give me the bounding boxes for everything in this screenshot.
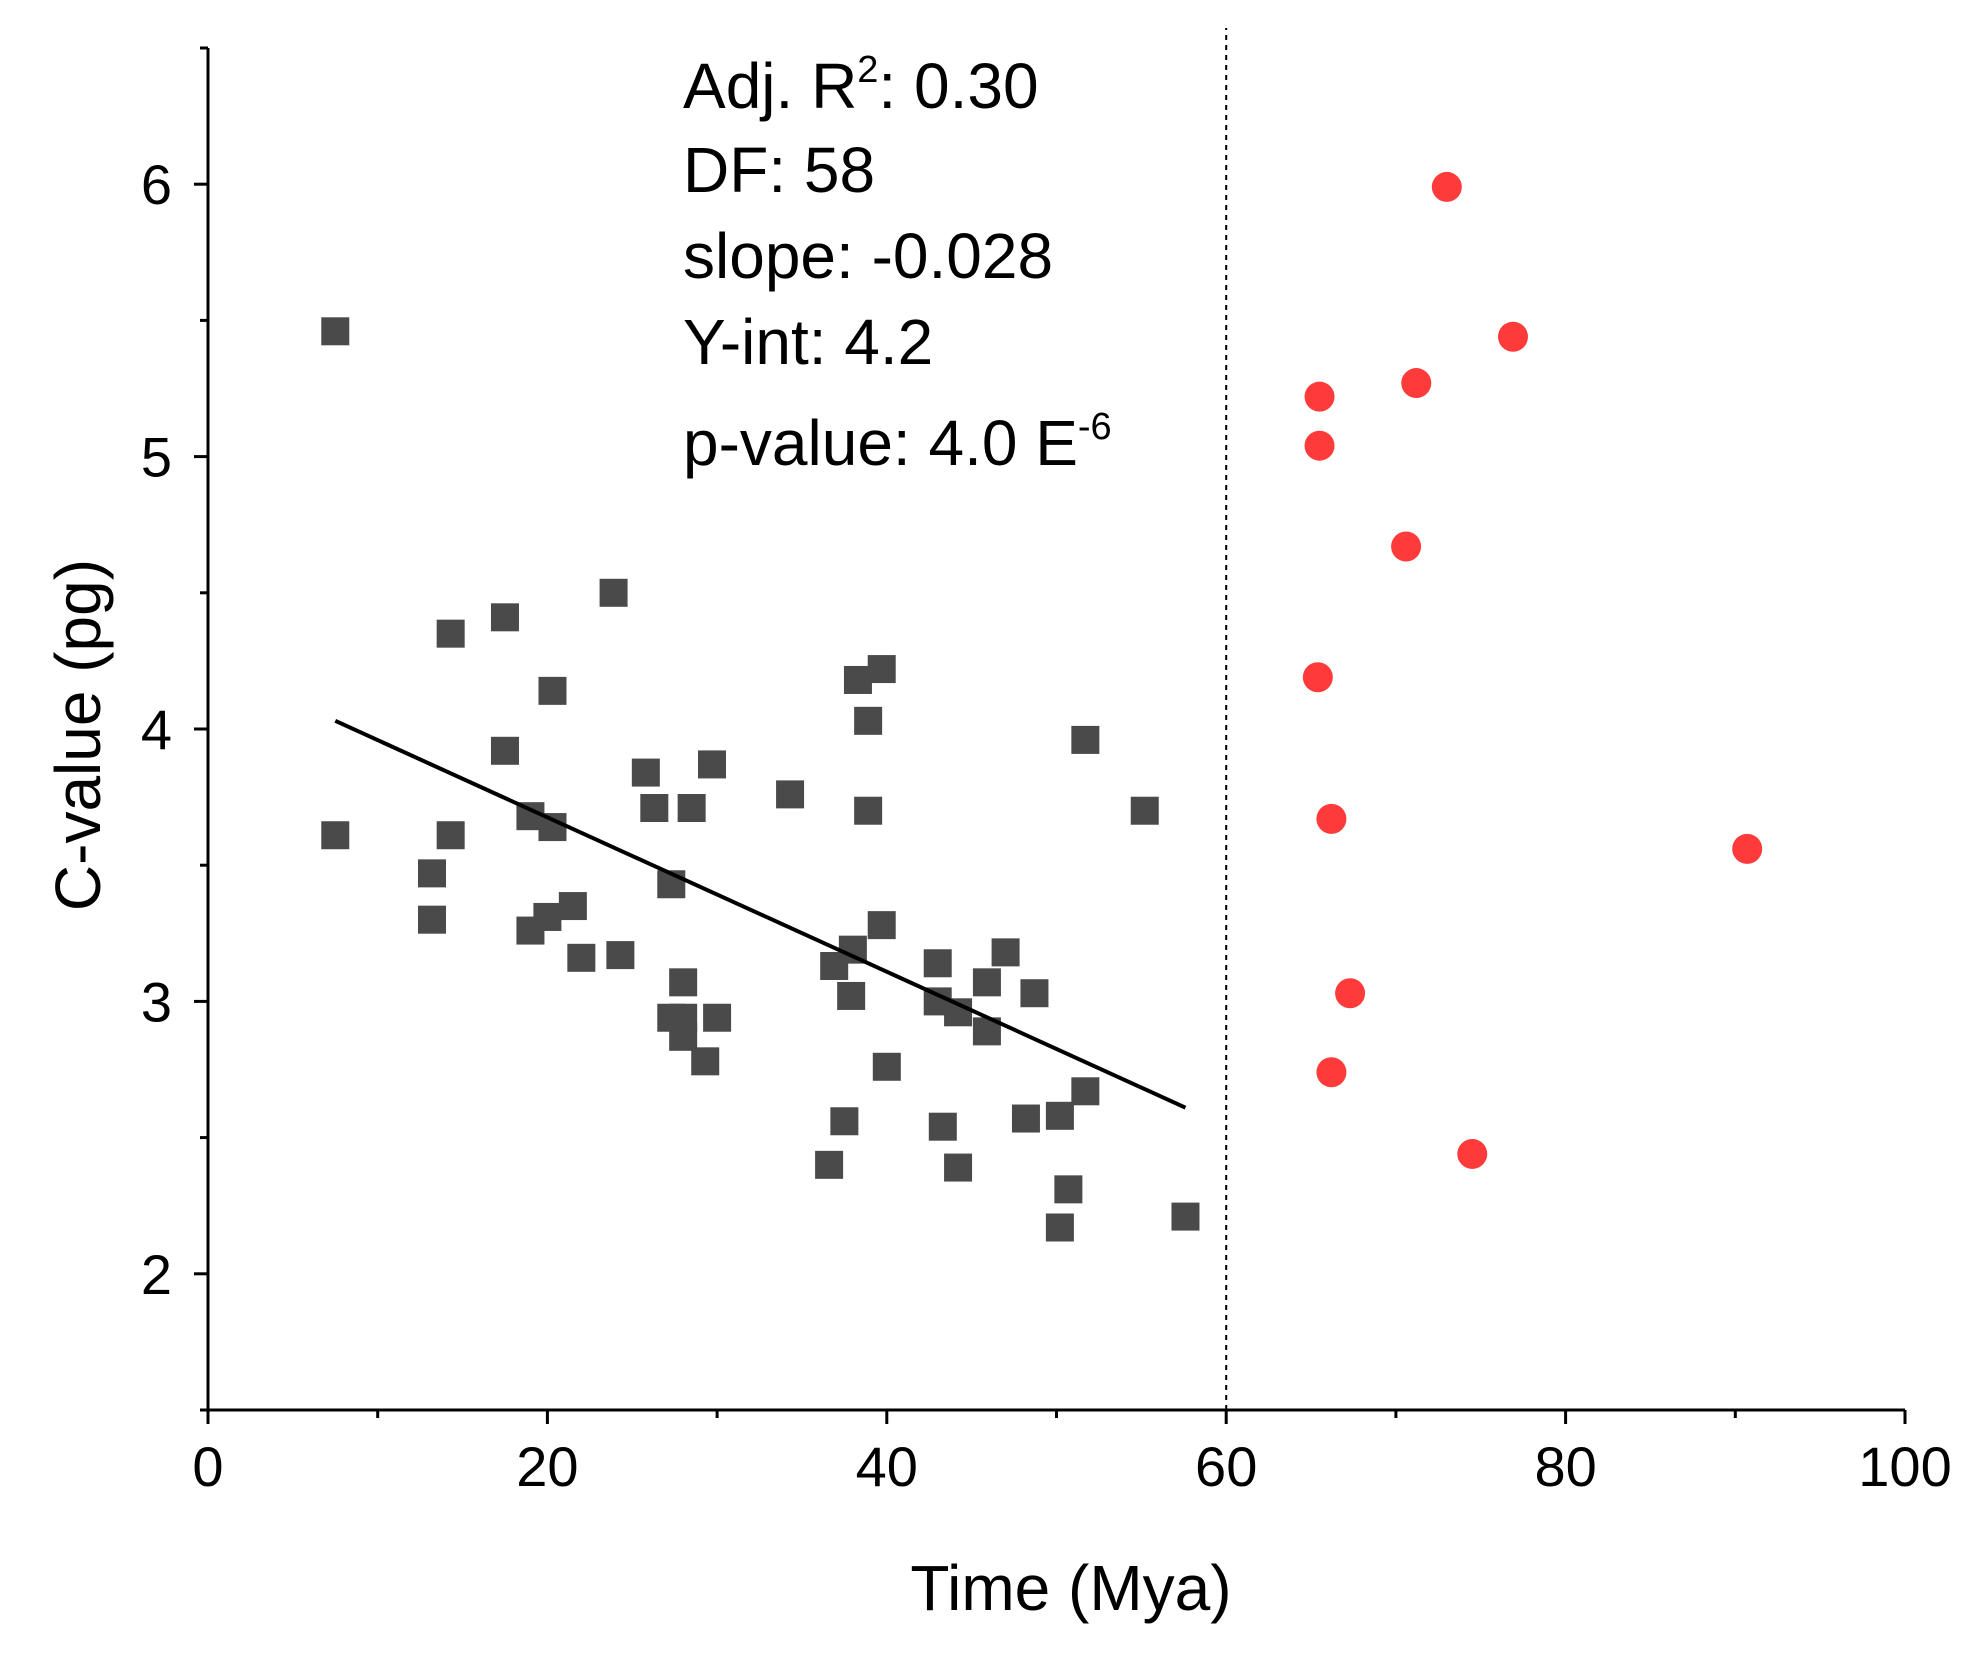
- data-point-square: [436, 821, 465, 850]
- data-point-square: [830, 1107, 859, 1136]
- data-point-square: [972, 968, 1001, 997]
- data-point-square: [1171, 1202, 1200, 1231]
- data-point-square: [321, 821, 350, 850]
- data-point-circle: [1732, 833, 1763, 864]
- data-point-square: [669, 1022, 698, 1051]
- y-tick-label: 2: [141, 1243, 172, 1306]
- data-point-circle: [1457, 1138, 1488, 1169]
- data-point-square: [1045, 1213, 1074, 1242]
- y-tick-label: 4: [141, 698, 172, 761]
- data-point-square: [867, 655, 896, 684]
- data-point-square: [991, 938, 1020, 967]
- y-tick-label: 5: [141, 426, 172, 489]
- data-point-circle: [1391, 531, 1422, 562]
- data-point-square: [691, 1047, 720, 1076]
- data-point-square: [1071, 725, 1100, 754]
- y-int-text: Y-int: 4.2: [683, 306, 933, 378]
- data-point-square: [599, 578, 628, 607]
- data-point-square: [418, 905, 447, 934]
- fit-line: [334, 719, 1187, 1110]
- data-point-square: [703, 1003, 732, 1032]
- x-tick-label: 0: [192, 1435, 223, 1498]
- x-tick-label: 40: [856, 1435, 918, 1498]
- fit-line-layer: [334, 719, 1187, 1110]
- stats-annotation: Adj. R2: 0.30 DF: 58 slope: -0.028 Y-int…: [683, 49, 1112, 479]
- data-point-square: [490, 603, 519, 632]
- data-point-square: [854, 706, 883, 735]
- data-point-square: [1011, 1104, 1040, 1133]
- p-value-text: p-value: 4.0 E-6: [683, 406, 1112, 479]
- data-point-square: [558, 892, 587, 921]
- points-layer: [321, 171, 1763, 1242]
- data-point-square: [669, 968, 698, 997]
- data-point-square: [321, 317, 350, 346]
- data-point-square: [843, 665, 872, 694]
- data-point-square: [837, 981, 866, 1010]
- data-point-circle: [1316, 1057, 1347, 1088]
- y-tick-label: 3: [141, 970, 172, 1033]
- data-point-square: [677, 793, 706, 822]
- axes: 0 20 40 60 80 100 2 3 4 5 6: [141, 46, 1952, 1498]
- x-tick-label: 60: [1195, 1435, 1257, 1498]
- data-point-square: [854, 796, 883, 825]
- data-point-square: [923, 949, 952, 978]
- data-point-square: [1054, 1175, 1083, 1204]
- data-point-square: [815, 1150, 844, 1179]
- data-point-square: [567, 943, 596, 972]
- data-point-square: [418, 859, 447, 888]
- data-point-square: [538, 676, 567, 705]
- data-point-circle: [1304, 430, 1335, 461]
- x-tick-label: 100: [1858, 1435, 1951, 1498]
- x-tick-label: 80: [1534, 1435, 1596, 1498]
- data-point-square: [698, 750, 727, 779]
- data-point-square: [1130, 796, 1159, 825]
- y-tick-label: 6: [141, 153, 172, 216]
- data-point-square: [436, 619, 465, 648]
- data-point-square: [872, 1052, 901, 1081]
- data-point-square: [867, 911, 896, 940]
- data-point-circle: [1335, 978, 1366, 1009]
- x-axis-title: Time (Mya): [910, 1552, 1231, 1624]
- slope-text: slope: -0.028: [683, 220, 1053, 292]
- data-point-square: [928, 1112, 957, 1141]
- data-point-circle: [1316, 803, 1347, 834]
- data-point-square: [776, 780, 805, 809]
- data-point-circle: [1497, 321, 1528, 352]
- data-point-circle: [1304, 381, 1335, 412]
- data-point-square: [606, 941, 635, 970]
- data-point-square: [631, 758, 660, 787]
- adj-r2-text: Adj. R2: 0.30: [683, 49, 1039, 122]
- data-point-square: [640, 793, 669, 822]
- data-point-square: [944, 1153, 973, 1182]
- data-point-circle: [1431, 171, 1462, 202]
- data-point-square: [1045, 1101, 1074, 1130]
- data-point-square: [490, 736, 519, 765]
- data-point-square: [1071, 1077, 1100, 1106]
- df-text: DF: 58: [683, 134, 875, 206]
- data-point-circle: [1302, 662, 1333, 693]
- data-point-square: [1020, 979, 1049, 1008]
- data-point-square: [533, 902, 562, 931]
- x-tick-label: 20: [516, 1435, 578, 1498]
- data-point-circle: [1401, 368, 1432, 399]
- y-axis-title: C-value (pg): [42, 559, 114, 911]
